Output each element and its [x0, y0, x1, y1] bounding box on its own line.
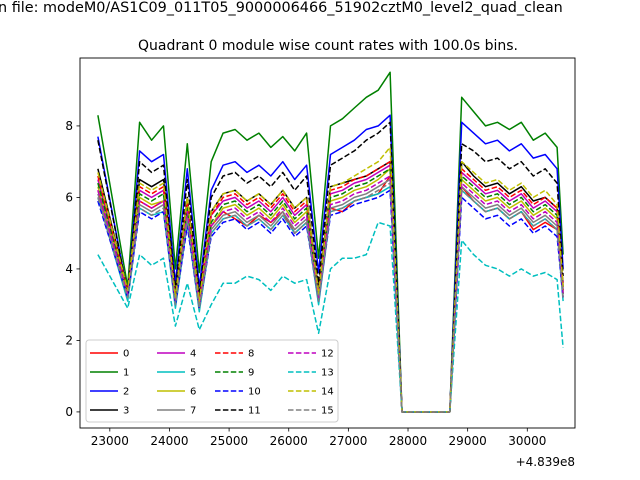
legend-label-10: 10 — [248, 387, 261, 398]
y-axis: 0 2 4 6 8 — [65, 119, 80, 419]
series-line-14 — [97, 146, 564, 413]
series-line-15 — [97, 182, 564, 413]
x-tick-label: 29000 — [449, 434, 487, 448]
legend-label-1: 1 — [123, 368, 129, 379]
x-tick-label: 27000 — [329, 434, 367, 448]
series-line-13 — [97, 221, 564, 413]
legend-label-5: 5 — [190, 368, 196, 379]
x-axis: 23000 24000 25000 26000 27000 28000 29000 30000 — [91, 428, 546, 448]
figure-suptitle: n file: modeM0/AS1C09_011T05_9000006466_… — [0, 0, 563, 16]
x-tick-label: 23000 — [91, 434, 129, 448]
series-line-1 — [97, 71, 564, 413]
series-layer — [97, 71, 564, 413]
legend-label-8: 8 — [248, 349, 254, 360]
axes-frame — [79, 57, 576, 429]
x-tick-label: 25000 — [210, 434, 248, 448]
legend-frame — [85, 339, 339, 423]
y-tick-label: 6 — [65, 190, 73, 204]
legend-label-14: 14 — [321, 387, 334, 398]
y-tick-label: 4 — [65, 262, 73, 276]
legend-label-6: 6 — [190, 387, 196, 398]
legend-label-15: 15 — [321, 406, 334, 417]
legend-label-13: 13 — [321, 368, 334, 379]
x-offset-label: +4.839e8 — [516, 455, 575, 469]
x-tick-label: 28000 — [389, 434, 427, 448]
y-tick-label: 2 — [65, 333, 73, 347]
legend-label-2: 2 — [123, 387, 129, 398]
series-line-11 — [97, 121, 564, 413]
legend-label-12: 12 — [321, 349, 334, 360]
series-line-12 — [97, 175, 564, 413]
y-tick-label: 8 — [65, 119, 73, 133]
series-line-10 — [97, 189, 564, 413]
y-tick-label: 0 — [65, 405, 73, 419]
x-tick-label: 30000 — [508, 434, 546, 448]
legend-label-4: 4 — [190, 349, 196, 360]
x-tick-label: 26000 — [270, 434, 308, 448]
x-tick-label: 24000 — [150, 434, 188, 448]
legend-label-9: 9 — [248, 368, 254, 379]
plot-area — [79, 57, 576, 429]
legend-label-7: 7 — [190, 406, 196, 417]
series-line-9 — [97, 168, 564, 413]
chart-title: Quadrant 0 module wise count rates with … — [138, 38, 518, 54]
legend-label-3: 3 — [123, 406, 129, 417]
legend-label-0: 0 — [123, 349, 129, 360]
series-line-2 — [97, 114, 564, 413]
legend-label-11: 11 — [248, 406, 261, 417]
